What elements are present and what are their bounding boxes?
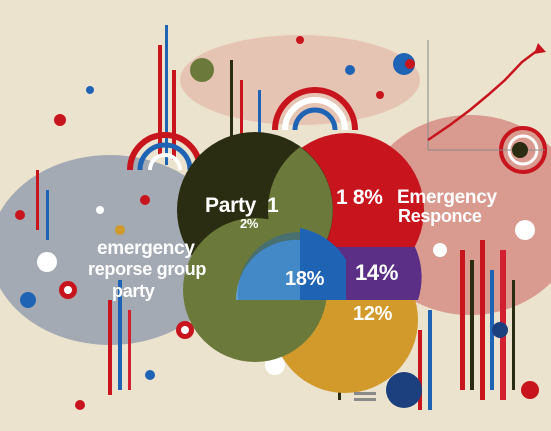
venn-region-blue-left [237, 231, 300, 300]
decorative-arcs [127, 87, 547, 174]
label-group-line3: party [112, 281, 155, 301]
label-party: Party [205, 194, 257, 217]
label-right-value: 14% [355, 260, 399, 285]
stripe-decoration [354, 392, 376, 401]
background-blue-haze [0, 155, 230, 345]
label-center-value: 18% [285, 268, 325, 290]
label-group-line2: reporse group [88, 259, 207, 279]
label-group-line1: emergency [97, 238, 195, 259]
background-red-haze-top [180, 35, 420, 125]
label-emergency-line1: Emergency [397, 187, 497, 208]
venn-region-light-blue [235, 239, 300, 300]
label-party-value: 1 [267, 194, 279, 217]
decorative-dots [15, 36, 539, 410]
label-emergency-value: 1 8% [336, 186, 383, 209]
venn-diagram [177, 132, 424, 393]
label-bottom-value: 12% [353, 303, 393, 325]
label-party-sub: 2% [240, 216, 259, 231]
venn-region-blue [300, 228, 346, 300]
label-emergency-line2: Responce [398, 206, 482, 226]
